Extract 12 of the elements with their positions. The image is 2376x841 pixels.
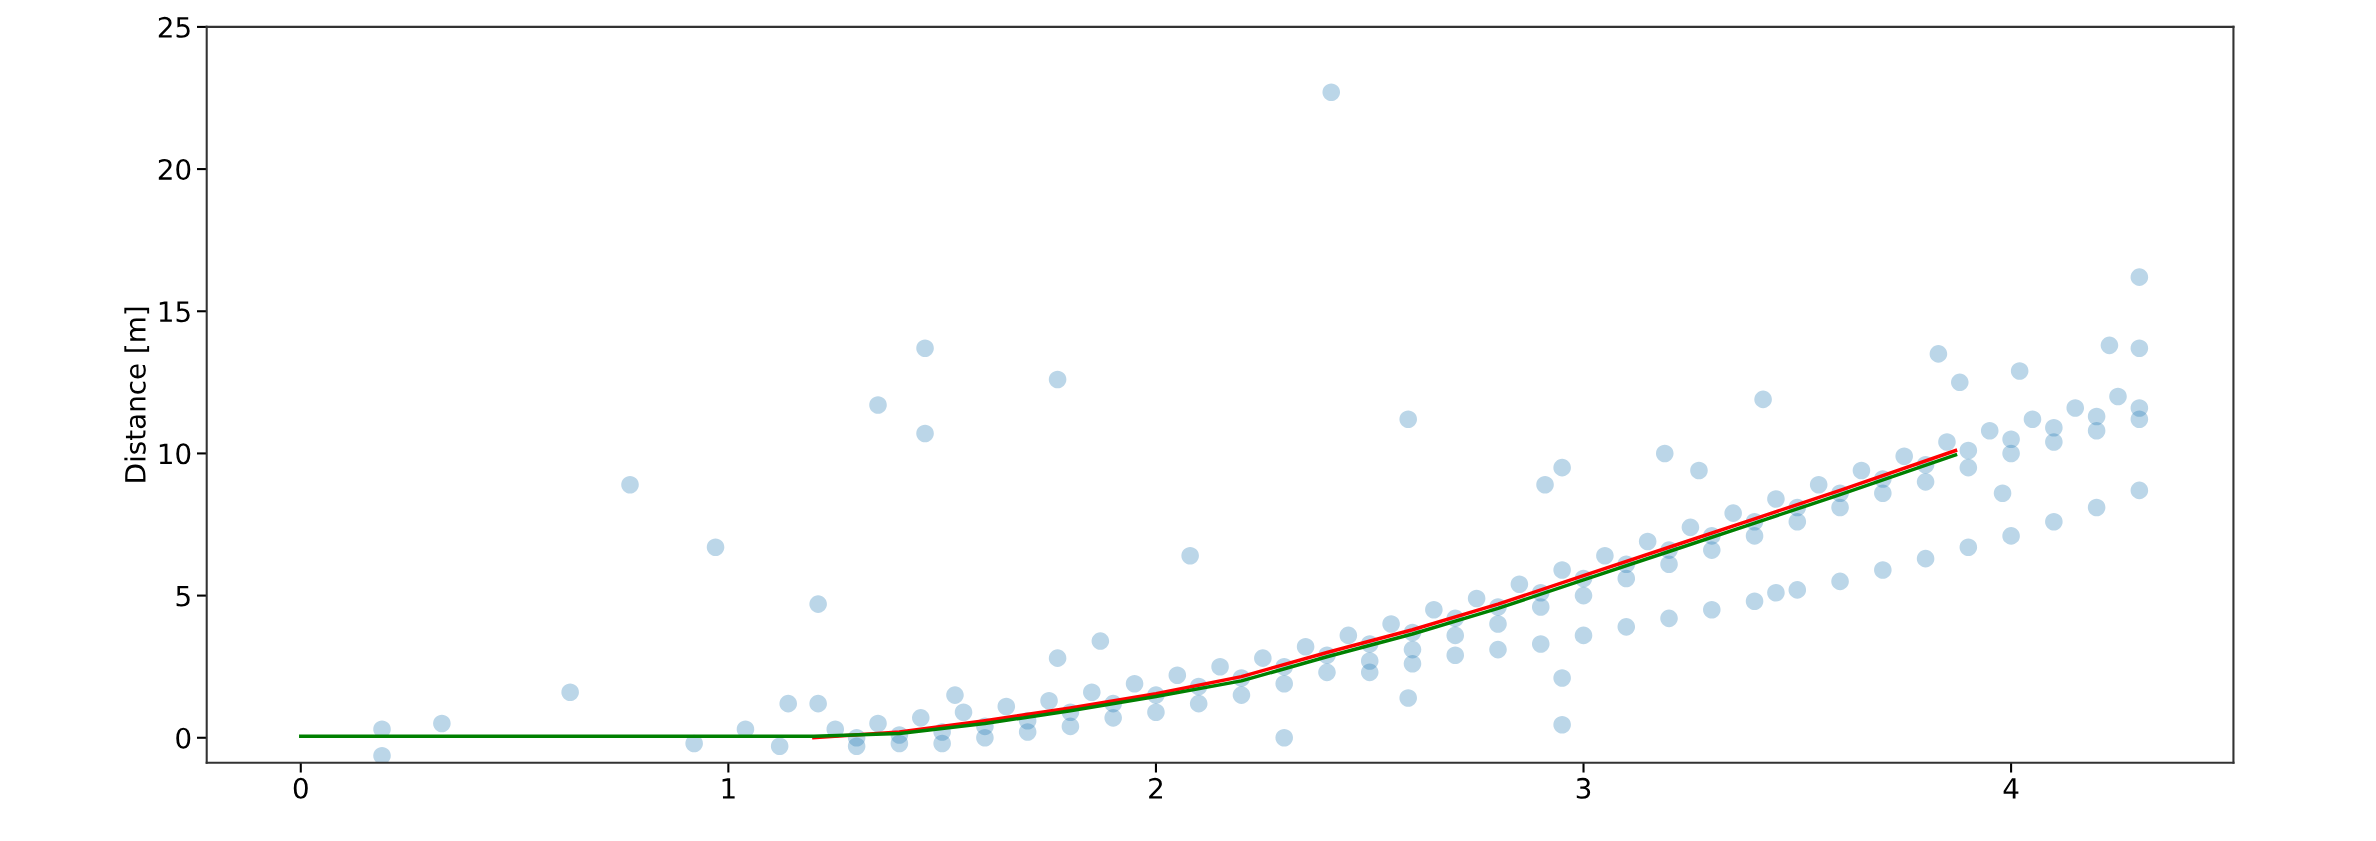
y-tick-label: 20 <box>158 159 191 181</box>
y-tick-label: 0 <box>176 727 191 749</box>
y-tick-label: 5 <box>176 585 190 607</box>
y-tick-label: 10 <box>159 443 191 465</box>
y-tick-label: 25 <box>158 16 190 38</box>
x-tick-label: 2 <box>1149 777 1162 799</box>
x-tick-label: 0 <box>293 777 308 799</box>
y-axis-title: Distance [m] <box>124 307 150 482</box>
x-tick-label: 4 <box>2003 778 2019 799</box>
x-tick-label: 1 <box>722 778 735 799</box>
y-tick-label: 15 <box>159 301 190 323</box>
x-tick-label: 3 <box>1576 777 1591 799</box>
